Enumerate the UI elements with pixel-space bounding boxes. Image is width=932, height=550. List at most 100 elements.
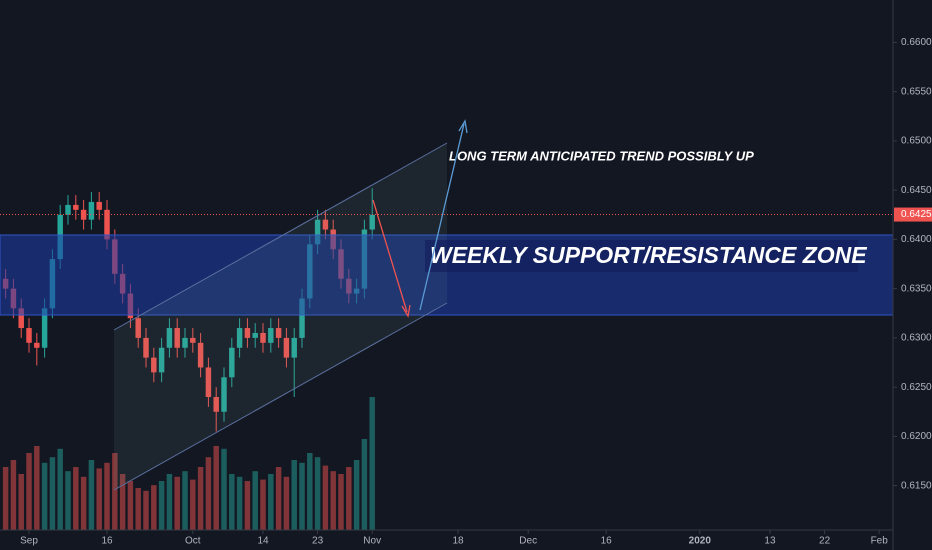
volume-bar [151,485,157,530]
candle-body [229,347,235,378]
volume-bar [166,474,173,530]
last-price-label: 0.64252 [901,209,932,220]
volume-bar [291,460,297,530]
candle-body [244,328,251,338]
candle-body [166,328,173,348]
x-tick-label: 16 [101,536,113,547]
x-tick-label: Sep [20,536,38,547]
volume-bar [112,453,118,530]
volume-bar [213,446,219,530]
candle-body [205,367,212,398]
up-arrow-head [458,119,468,134]
volume-bar [190,479,196,530]
x-tick-label: Dec [519,536,537,547]
volume-bar [283,476,290,530]
volume-bar [260,479,266,530]
trend-label: LONG TERM ANTICIPATED TREND POSSIBLY UP [449,148,754,163]
candle-body [322,219,329,230]
candle-body [190,337,196,343]
volume-bar [34,446,40,530]
up-arrow [419,123,465,311]
trend-channel [114,143,447,490]
volume-bar [236,476,243,530]
candle-body [268,328,274,343]
volume-bar [346,467,352,530]
volume-bar [275,467,282,530]
candle-body [88,201,95,220]
candle-body [73,204,79,210]
volume-bar [158,481,165,530]
candle-body [26,328,32,343]
volume-bar [252,471,258,530]
volume-bar [49,457,56,530]
x-tick-label: 13 [764,536,776,547]
candle-body [314,219,321,245]
volume-bar [244,481,251,530]
volume-bar [307,453,313,530]
volume-bar [41,462,48,530]
volume-bar [205,457,212,530]
candle-body [65,204,71,215]
volume-bar [330,471,336,530]
candle-body [96,201,102,210]
candle-body [41,308,48,348]
candle-body [197,342,204,368]
candle-body [236,328,243,348]
x-tick-label: 2020 [689,536,712,547]
x-tick-label: 22 [819,536,831,547]
volume-bar [88,460,95,530]
volume-bar [18,474,24,530]
candle-body [283,337,290,358]
last-price-box [894,207,932,222]
candle-body [213,397,219,412]
candle-body [151,357,157,373]
volume-bar [135,488,141,530]
x-tick-label: Nov [363,536,381,547]
volume-bar [73,467,79,530]
volume-bar [26,453,32,530]
x-tick-label: Oct [185,536,201,547]
candle-body [182,337,188,348]
down-arrow-head [401,304,411,318]
volume-pane [2,397,375,530]
volume-bar [369,397,375,530]
volume-bar [353,460,360,530]
candle-body [221,377,227,412]
channel-upper [113,142,448,331]
candle-body [104,209,110,240]
volume-bar [268,474,274,530]
x-tick-label: Feb [871,536,889,547]
candle-body [369,214,375,230]
y-tick-label: 0.66000 [901,37,932,48]
x-tick-label: 23 [312,536,324,547]
volume-bar [143,490,149,530]
volume-bar [174,476,180,530]
volume-bar [104,462,110,530]
x-tick-label: 14 [257,536,269,547]
volume-bar [80,476,87,530]
candle-body [174,328,180,348]
candle-body [275,328,282,338]
volume-bar [57,448,63,530]
candle-body [143,337,149,358]
candle-body [34,342,40,348]
volume-bar [10,460,17,530]
candle-body [158,347,165,373]
volume-bar [127,481,134,530]
volume-bar [65,471,71,530]
zone-label-box [425,240,858,272]
volume-bar [197,467,204,530]
volume-bar [221,448,227,530]
volume-bar [338,474,344,530]
channel-lower [113,302,448,491]
volume-bar [314,457,321,530]
